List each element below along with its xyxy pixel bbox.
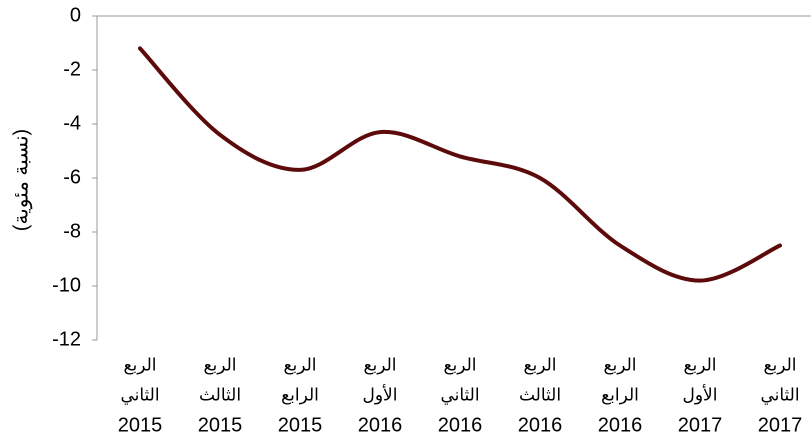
- y-tick-label: -4: [63, 112, 81, 134]
- y-tick-label: -2: [63, 58, 81, 80]
- x-tick-label: 2016: [598, 414, 643, 436]
- y-tick-label: -8: [63, 220, 81, 242]
- series-line: [138, 46, 782, 283]
- x-tick-label: الأول: [363, 384, 398, 404]
- x-tick-label: الربع: [203, 355, 236, 375]
- x-tick-label: الثاني: [760, 385, 799, 405]
- y-tick-label: 0: [70, 4, 81, 26]
- x-tick-label: الرابع: [601, 385, 639, 405]
- x-tick-label: الثالث: [519, 385, 561, 404]
- x-tick-label: 2015: [278, 414, 323, 436]
- y-tick-label: -12: [52, 328, 81, 350]
- x-tick-label: الربع: [443, 355, 476, 375]
- y-tick-label: -10: [52, 274, 81, 296]
- x-tick-label: الثاني: [120, 385, 159, 405]
- x-tick-label: الثالث: [199, 385, 241, 404]
- x-tick-label: 2016: [438, 414, 483, 436]
- y-tick-label: -6: [63, 166, 81, 188]
- x-tick-label: 2015: [118, 414, 163, 436]
- x-tick-label: الربع: [283, 355, 316, 375]
- x-tick-label: 2015: [198, 414, 243, 436]
- x-tick-label: الربع: [123, 355, 156, 375]
- x-tick-label: الربع: [523, 355, 556, 375]
- x-tick-label: الرابع: [281, 385, 319, 405]
- x-tick-label: 2017: [758, 414, 803, 436]
- x-tick-label: الأول: [683, 384, 718, 404]
- x-tick-label: 2016: [518, 414, 563, 436]
- x-tick-label: الربع: [603, 355, 636, 375]
- x-tick-label: 2016: [358, 414, 403, 436]
- x-tick-label: 2017: [678, 414, 723, 436]
- x-tick-label: الربع: [763, 355, 796, 375]
- x-tick-label: الثاني: [440, 385, 479, 405]
- y-axis-label: (نسبة مئوية): [10, 129, 32, 231]
- x-tick-label: الربع: [683, 355, 716, 375]
- x-tick-label: الربع: [363, 355, 396, 375]
